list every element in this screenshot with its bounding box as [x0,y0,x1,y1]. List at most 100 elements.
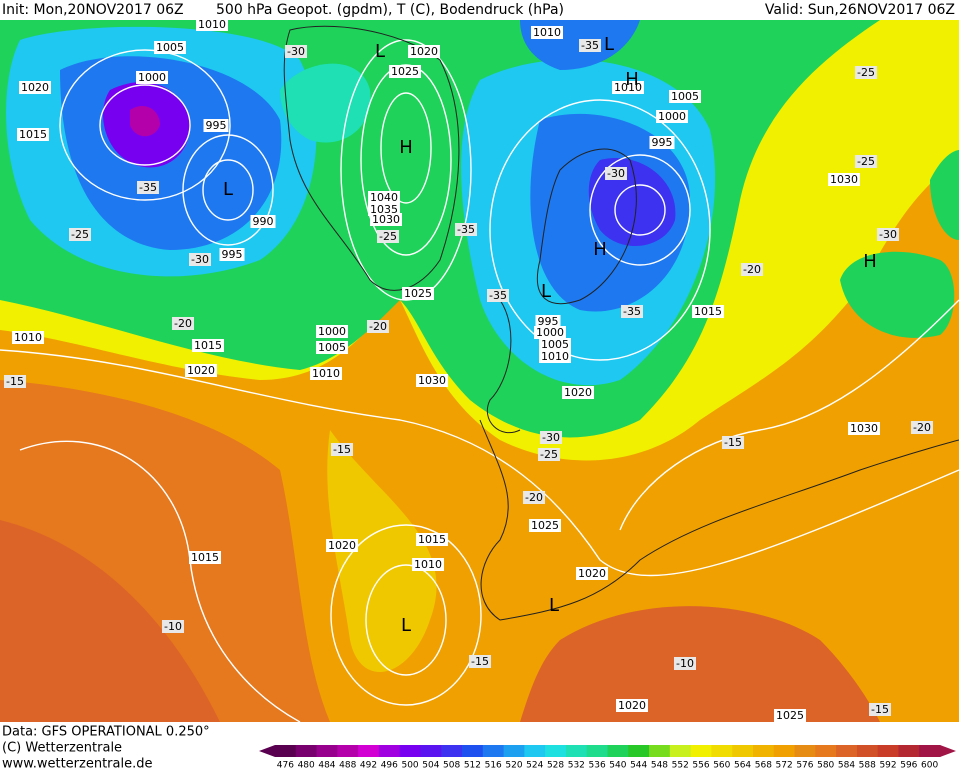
temperature-label-box [137,181,159,194]
temperature-label-text: -15 [333,443,351,456]
temperature-label-box [877,228,899,241]
legend-label: 572 [776,761,793,771]
temperature-label-text: -30 [879,228,897,241]
pressure-label-text: 1005 [318,341,346,354]
temperature-label: -10 [674,657,696,670]
legend-label: 568 [755,761,772,771]
legend-swatch [565,745,588,757]
temperature-label-text: -25 [857,66,875,79]
pressure-label-box [416,374,448,387]
temperature-label-box [523,491,545,504]
legend-label: 480 [298,761,315,771]
legend-label: 548 [651,761,668,771]
pressure-label-text: 995 [222,248,243,261]
legend-swatch [628,745,650,757]
pressure-label: 1010 [539,350,571,363]
temperature-label-box [855,155,877,168]
isobar [489,99,711,361]
temperature-label: -35 [579,39,601,52]
pressure-label-box [562,386,594,399]
temperature-label-text: -30 [191,253,209,266]
temperature-label-text: -35 [623,305,641,318]
temperature-label: -30 [877,228,899,241]
pressure-label-box [19,81,51,94]
pressure-label: 1020 [616,699,648,712]
pressure-label-text: 1025 [391,65,419,78]
temperature-label: -20 [741,263,763,276]
legend-label: 592 [879,761,896,771]
legend-label: 476 [277,761,294,771]
temperature-label-box [911,421,933,434]
legend-label: 512 [464,761,481,771]
legend-swatch [441,745,463,757]
temperature-label-box [162,620,184,633]
legend-label: 584 [838,761,855,771]
legend-label: 524 [526,761,543,771]
temperature-label-text: -20 [743,263,761,276]
temperature-label: -25 [69,228,91,241]
pressure-label: 1020 [185,364,217,377]
pressure-label: 1015 [189,551,221,564]
temperature-label-box [538,448,560,461]
pressure-label-text: 995 [206,119,227,132]
pressure-label-box [17,128,49,141]
temperature-label: -15 [331,443,353,456]
website: www.wetterzentrale.de [2,757,152,771]
map-labels: 1010100510001020101599599099510201025104… [4,18,933,722]
pressure-label-box [649,136,675,149]
legend-swatch [399,745,421,757]
temperature-label-text: -20 [369,320,387,333]
pressure-label-text: 1005 [671,90,699,103]
pressure-label-box [669,90,701,103]
temperature-label-text: -10 [164,620,182,633]
isobar [202,159,254,221]
temperature-label-text: -30 [542,431,560,444]
data-source: Data: GFS OPERATIONAL 0.250° [2,725,210,740]
pressure-label: 1010 [612,81,644,94]
temperature-label: -30 [285,45,307,58]
pressure-label-box [408,45,440,58]
pressure-label: 1010 [196,18,228,31]
temperature-label-box [741,263,763,276]
coastline [486,299,521,434]
legend-swatch [732,745,754,757]
pressure-label: 1000 [316,325,348,338]
pressure-label: 990 [250,215,276,228]
temperature-label-text: -25 [540,448,558,461]
pressure-center: L [375,41,385,62]
pressure-label-box [368,191,400,204]
pressure-label: 1000 [136,71,168,84]
pressure-label: 1020 [576,567,608,580]
temperature-label-box [540,431,562,444]
pressure-center: H [593,239,607,260]
pressure-label: 1005 [669,90,701,103]
temperature-label-box [172,317,194,330]
color-legend: 476 480 484 488 492 496 500 504 508 512 516 520 524 5… [259,745,956,771]
pressure-label: 1030 [416,374,448,387]
pressure-label: 1030 [370,213,402,226]
temperature-label-text: -15 [724,436,742,449]
cold-core [130,105,160,137]
valid-time: Valid: Sun,26NOV2017 06Z [765,2,955,18]
legend-label: 500 [401,761,418,771]
pressure-label-text: 1015 [418,533,446,546]
temperature-label-box [455,223,477,236]
temperature-label-text: -20 [913,421,931,434]
pressure-label: 1005 [539,338,571,351]
temperature-label: -35 [455,223,477,236]
pressure-label-text: 1020 [618,699,646,712]
pressure-label-text: 1020 [328,539,356,552]
legend-label: 600 [921,761,938,771]
pressure-label: 1010 [310,367,342,380]
pressure-label-text: 1010 [533,26,561,39]
temperature-label-box [285,45,307,58]
pressure-label-box [534,326,566,339]
pressure-label-text: 1020 [410,45,438,58]
temperature-label-text: -25 [71,228,89,241]
pressure-label-box [692,305,724,318]
temperature-label-text: -20 [174,317,192,330]
pressure-label: 1000 [656,110,688,123]
temperature-label: -15 [4,375,26,388]
pressure-label-text: 1020 [564,386,592,399]
legend-swatch [420,745,442,757]
